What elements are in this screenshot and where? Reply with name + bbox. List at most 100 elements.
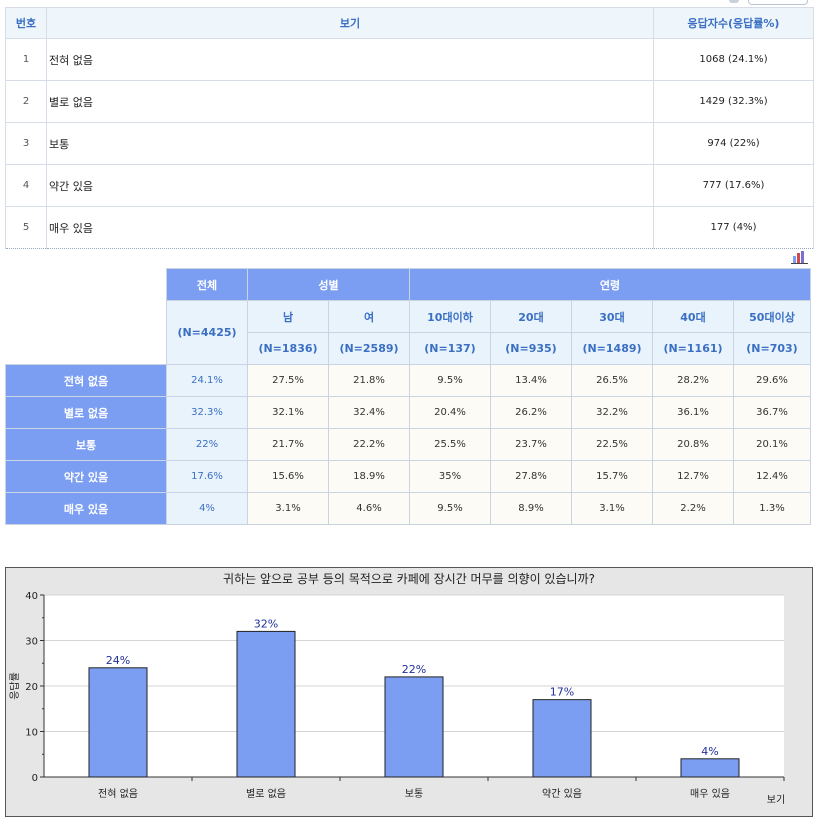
crosstab-cell: 4.6% (328, 492, 410, 525)
option-number: 2 (5, 80, 47, 123)
crosstab-group-label: 20대 (490, 300, 572, 333)
header-option: 보기 (46, 7, 654, 39)
option-count: 1429 (32.3%) (653, 80, 814, 123)
crosstab-gender-header: 성별 (247, 268, 410, 301)
top-decoration (729, 0, 739, 3)
crosstab-cell: 22.2% (328, 428, 410, 461)
bar (236, 630, 296, 778)
crosstab-total-n: (N=4425) (166, 300, 248, 365)
crosstab-cell: 12.4% (733, 460, 811, 493)
bar-data-label: 17% (550, 686, 574, 699)
crosstab-age-header: 연령 (409, 268, 811, 301)
x-tick-label: 전혀 없음 (98, 787, 138, 800)
option-row: 4 약간 있음 777 (17.6%) (5, 164, 814, 207)
option-label: 약간 있음 (46, 164, 654, 207)
crosstab-cell: 3.1% (571, 492, 653, 525)
crosstab-cell: 26.2% (490, 396, 572, 429)
crosstab-group-n: (N=2589) (328, 332, 410, 365)
crosstab-cell: 1.3% (733, 492, 811, 525)
option-label: 전혀 없음 (46, 38, 654, 81)
crosstab-cell: 12.7% (652, 460, 734, 493)
option-number: 5 (5, 206, 47, 249)
bar-chart: 귀하는 앞으로 공부 등의 목적으로 카페에 장시간 머무를 의향이 있습니까?… (9, 572, 785, 806)
bar-data-label: 24% (106, 654, 130, 667)
crosstab-cell: 8.9% (490, 492, 572, 525)
crosstab-total-cell: 24.1% (166, 364, 248, 397)
crosstab-cell: 18.9% (328, 460, 410, 493)
bar-chart-icon[interactable] (791, 250, 808, 264)
crosstab-row-label: 별로 없음 (5, 396, 167, 429)
crosstab-cell: 27.8% (490, 460, 572, 493)
option-row: 2 별로 없음 1429 (32.3%) (5, 80, 814, 123)
y-tick-label: 20 (25, 682, 38, 693)
crosstab-cell: 20.1% (733, 428, 811, 461)
option-number: 1 (5, 38, 47, 81)
crosstab-group-label: 남 (247, 300, 329, 333)
bar-data-label: 4% (701, 745, 718, 758)
crosstab-group-n: (N=137) (409, 332, 491, 365)
option-count: 777 (17.6%) (653, 164, 814, 207)
crosstab-group-n: (N=1489) (571, 332, 653, 365)
crosstab-row-label: 약간 있음 (5, 460, 167, 493)
crosstab-cell: 32.4% (328, 396, 410, 429)
crosstab-corner (5, 268, 167, 365)
crosstab-group-label: 여 (328, 300, 410, 333)
crosstab-total-cell: 17.6% (166, 460, 248, 493)
bar (88, 667, 148, 778)
crosstab-row-label: 보통 (5, 428, 167, 461)
crosstab-data-row: 보통 22% 21.7% 22.2% 25.5% 23.7% 22.5% 20.8% 20.1% (5, 428, 811, 461)
crosstab-cell: 29.6% (733, 364, 811, 397)
crosstab-cell: 23.7% (490, 428, 572, 461)
crosstab-cell: 25.5% (409, 428, 491, 461)
x-axis-label: 보기 (767, 794, 785, 806)
crosstab-cell: 15.6% (247, 460, 329, 493)
header-num: 번호 (5, 7, 47, 39)
crosstab-cell: 21.8% (328, 364, 410, 397)
options-table: 번호 보기 응답자수(응답률%) 1 전혀 없음 1068 (24.1%) 2 별로 없… (5, 7, 814, 249)
crosstab-group-label: 40대 (652, 300, 734, 333)
crosstab-group-n: (N=703) (733, 332, 811, 365)
x-tick-label: 보통 (405, 788, 423, 800)
option-number: 3 (5, 122, 47, 165)
option-number: 4 (5, 164, 47, 207)
option-row: 3 보통 974 (22%) (5, 122, 814, 165)
crosstab-cell: 32.1% (247, 396, 329, 429)
crosstab-data-row: 약간 있음 17.6% 15.6% 18.9% 35% 27.8% 15.7% 12.7% 12… (5, 460, 811, 493)
bar (532, 699, 592, 778)
x-tick-label: 매우 있음 (690, 788, 730, 800)
y-tick-label: 40 (25, 591, 38, 602)
crosstab-cell: 20.4% (409, 396, 491, 429)
x-tick-label: 약간 있음 (542, 788, 582, 800)
crosstab-cell: 35% (409, 460, 491, 493)
crosstab-total-header: 전체 (166, 268, 248, 301)
crosstab-group-n: (N=1161) (652, 332, 734, 365)
option-count: 1068 (24.1%) (653, 38, 814, 81)
crosstab-group-label: 10대이하 (409, 300, 491, 333)
crosstab-cell: 9.5% (409, 364, 491, 397)
bar-data-label: 32% (254, 617, 278, 630)
option-count: 177 (4%) (653, 206, 814, 249)
option-label: 별로 없음 (46, 80, 654, 123)
top-tab[interactable] (748, 0, 808, 5)
crosstab-cell: 36.7% (733, 396, 811, 429)
crosstab-cell: 9.5% (409, 492, 491, 525)
bar (384, 676, 444, 778)
y-tick-label: 30 (25, 637, 38, 648)
crosstab-data-row: 별로 없음 32.3% 32.1% 32.4% 20.4% 26.2% 32.2% 36.1%… (5, 396, 811, 429)
option-label: 매우 있음 (46, 206, 654, 249)
bar-data-label: 22% (402, 663, 426, 676)
crosstab-cell: 22.5% (571, 428, 653, 461)
crosstab-cell: 20.8% (652, 428, 734, 461)
options-header-row: 번호 보기 응답자수(응답률%) (5, 7, 814, 39)
crosstab-cell: 2.2% (652, 492, 734, 525)
x-tick-label: 별로 없음 (246, 787, 286, 800)
crosstab-group-n: (N=1836) (247, 332, 329, 365)
option-label: 보통 (46, 122, 654, 165)
y-tick-label: 10 (25, 728, 38, 739)
crosstab-cell: 13.4% (490, 364, 572, 397)
chart-panel: 귀하는 앞으로 공부 등의 목적으로 카페에 장시간 머무를 의향이 있습니까?… (5, 567, 813, 817)
crosstab-cell: 28.2% (652, 364, 734, 397)
option-row: 1 전혀 없음 1068 (24.1%) (5, 38, 814, 81)
crosstab-total-cell: 32.3% (166, 396, 248, 429)
option-count: 974 (22%) (653, 122, 814, 165)
